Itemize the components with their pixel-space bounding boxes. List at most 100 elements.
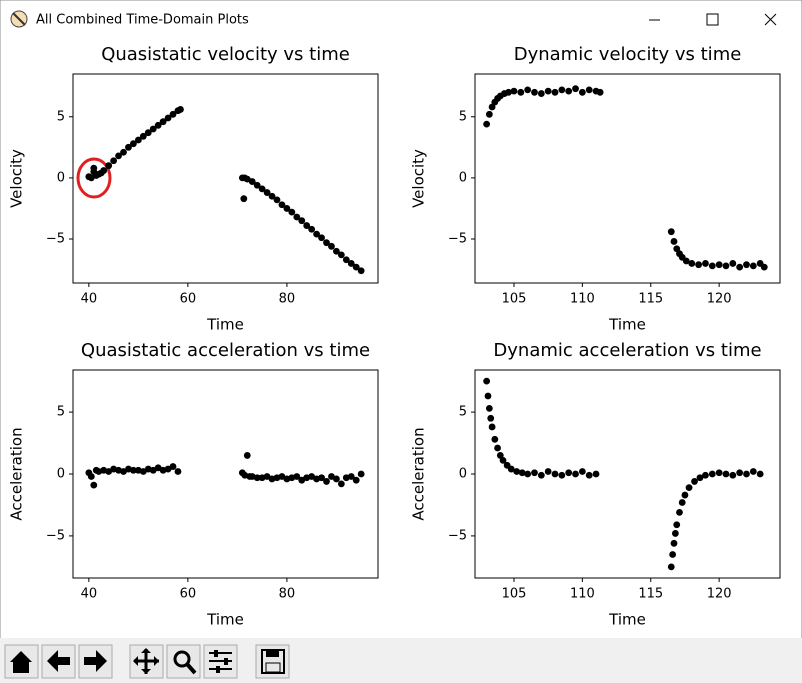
y-tick-label: −5 <box>448 528 467 543</box>
data-point <box>524 86 532 94</box>
data-point <box>558 471 566 479</box>
data-point <box>578 468 586 475</box>
data-point <box>488 423 496 431</box>
data-point <box>685 484 693 492</box>
data-point <box>110 157 118 165</box>
data-point <box>702 260 709 267</box>
data-point <box>695 261 703 269</box>
data-point <box>667 563 675 571</box>
data-point <box>743 470 750 478</box>
y-axis-label: Acceleration <box>410 427 428 520</box>
data-point <box>669 551 677 558</box>
data-point <box>347 473 355 480</box>
data-point <box>87 473 95 480</box>
data-point <box>551 88 559 96</box>
data-point <box>496 452 504 459</box>
toolbar <box>0 638 802 683</box>
y-tick-label: 5 <box>57 109 65 124</box>
data-point <box>678 499 686 506</box>
data-point <box>333 247 340 255</box>
data-point <box>485 110 493 118</box>
data-point <box>273 196 281 204</box>
data-point <box>537 90 545 97</box>
configure-button[interactable] <box>203 644 238 679</box>
data-point <box>149 125 157 133</box>
window-title: All Combined Time-Domain Plots <box>36 13 249 28</box>
y-tick-label: 0 <box>459 170 467 185</box>
data-point <box>513 468 521 475</box>
data-point <box>544 87 552 95</box>
data-point <box>596 88 604 96</box>
axes-frame <box>474 369 781 579</box>
home-button[interactable] <box>4 644 39 679</box>
data-point <box>499 456 507 464</box>
y-tick-label: −5 <box>46 232 65 247</box>
data-point <box>323 478 330 485</box>
data-point <box>130 140 137 148</box>
data-point <box>154 121 162 129</box>
y-axis-label: Acceleration <box>8 427 26 520</box>
data-point <box>159 118 167 126</box>
data-point <box>263 189 271 196</box>
data-point <box>670 539 678 547</box>
maximize-button[interactable] <box>706 13 719 26</box>
data-point <box>318 234 325 242</box>
x-tick-label: 115 <box>638 587 663 602</box>
x-axis-label: Time <box>206 316 244 334</box>
y-axis-label: Velocity <box>410 149 428 208</box>
highlight-circle <box>76 157 112 199</box>
data-point <box>337 251 345 259</box>
forward-button[interactable] <box>78 644 113 679</box>
data-point <box>303 222 311 229</box>
data-point <box>708 262 716 270</box>
data-point <box>347 260 355 267</box>
data-point <box>483 377 491 385</box>
x-tick-label: 115 <box>638 292 663 307</box>
data-point <box>517 88 525 96</box>
data-point <box>485 404 493 412</box>
data-point <box>100 167 108 174</box>
y-tick-label: −5 <box>448 232 467 247</box>
subplot: Quasistatic velocity vs time Time Velocity… <box>8 44 379 334</box>
data-point <box>671 530 679 537</box>
data-point <box>115 152 122 160</box>
x-tick-label: 40 <box>81 292 98 307</box>
data-point <box>337 480 345 488</box>
app-icon <box>12 12 26 26</box>
zoom-button[interactable] <box>166 644 201 679</box>
data-point <box>531 88 538 96</box>
x-tick-label: 120 <box>707 292 732 307</box>
data-point <box>585 86 593 94</box>
data-point <box>483 120 491 128</box>
y-axis-label: Velocity <box>8 149 26 208</box>
data-point <box>333 475 340 483</box>
data-point <box>293 473 301 480</box>
pan-button[interactable] <box>129 644 164 679</box>
axes-frame <box>474 73 781 284</box>
data-point <box>243 452 251 459</box>
data-point <box>565 87 573 95</box>
data-point <box>676 508 683 516</box>
subplot: Dynamic velocity vs time Time Velocity 105 1… <box>410 44 781 334</box>
data-point <box>169 110 177 118</box>
x-tick-label: 105 <box>502 292 527 307</box>
x-tick-label: 105 <box>502 587 527 602</box>
data-point <box>313 230 321 238</box>
y-tick-label: 5 <box>459 405 467 420</box>
back-button[interactable] <box>41 644 76 679</box>
close-button[interactable] <box>764 13 777 26</box>
save-button[interactable] <box>255 644 290 679</box>
data-point <box>544 468 552 475</box>
data-point <box>484 392 492 400</box>
data-point <box>558 86 566 94</box>
data-point <box>352 476 360 484</box>
y-tick-label: 5 <box>57 405 65 420</box>
data-point <box>268 192 276 200</box>
y-tick-label: −5 <box>46 528 65 543</box>
x-tick-label: 60 <box>180 292 197 307</box>
y-tick-label: 0 <box>57 467 65 482</box>
data-point <box>308 225 316 233</box>
data-point <box>518 469 526 477</box>
data-point <box>578 88 586 96</box>
